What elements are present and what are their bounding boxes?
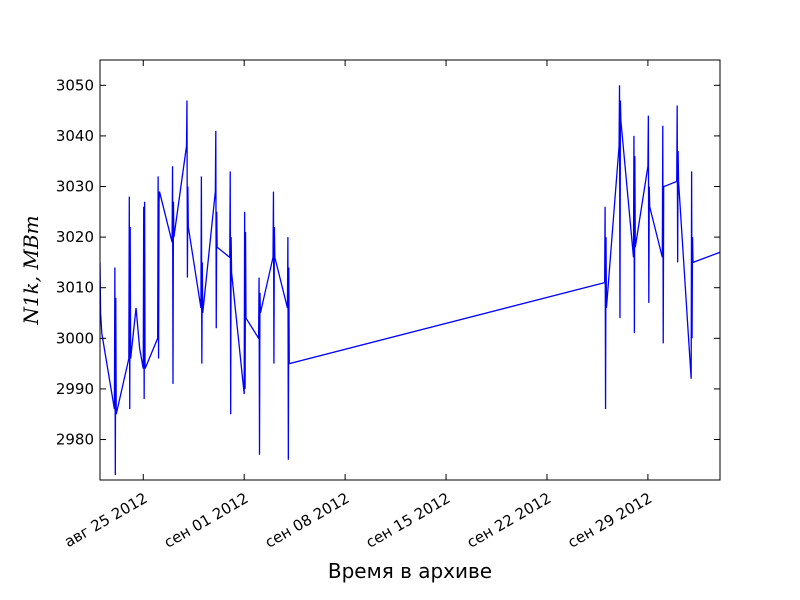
y-tick-label: 2980 xyxy=(56,431,94,449)
x-axis-title: Время в архиве xyxy=(328,559,492,583)
y-tick-label: 3040 xyxy=(56,127,94,145)
y-tick-label: 3030 xyxy=(56,178,94,196)
plot-area xyxy=(100,60,720,480)
y-axis-title: N1k, MBm xyxy=(19,215,43,325)
y-tick-label: 3050 xyxy=(56,76,94,94)
y-axis: 2980 2990 3000 3010 3020 3030 3040 3050 xyxy=(56,76,720,449)
series-line-1 xyxy=(100,85,720,475)
y-tick-label: 3020 xyxy=(56,228,94,246)
y-tick-label: 3000 xyxy=(56,329,94,347)
y-tick-label: 3010 xyxy=(56,279,94,297)
y-tick-label: 2990 xyxy=(56,380,94,398)
plot-frame xyxy=(99,59,721,481)
series-layer xyxy=(100,85,720,475)
